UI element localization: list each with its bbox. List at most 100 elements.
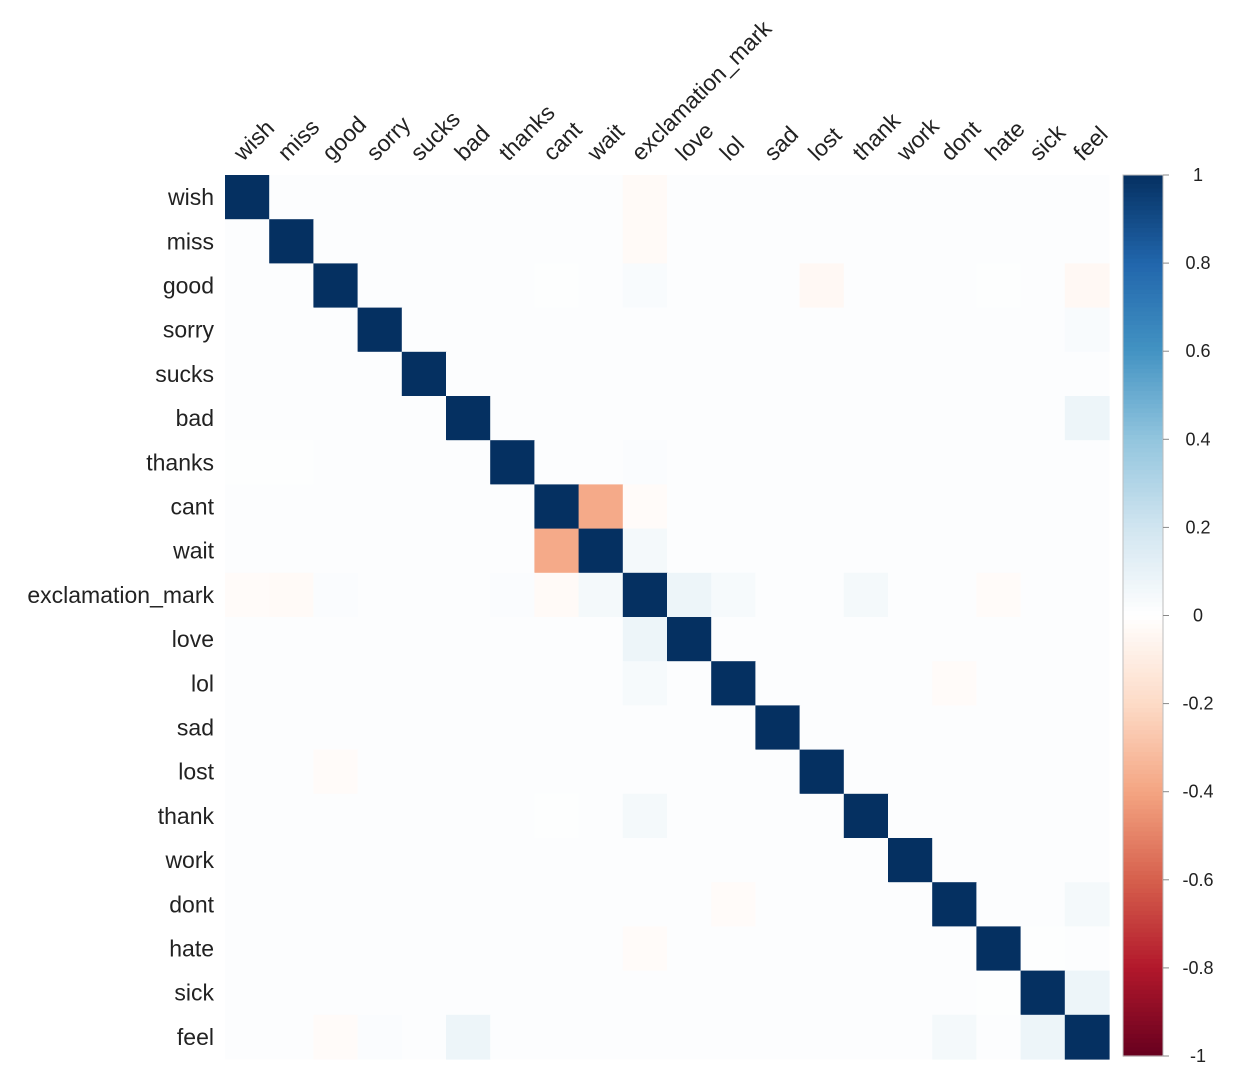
row-label-dont: dont [169, 891, 214, 917]
row-labels: wish miss good sorry sucks bad thanks cant wait e… [27, 184, 214, 1050]
cell-lol-wait [578, 661, 624, 706]
col-label-sorry: sorry [361, 111, 416, 166]
colorbar-segment [1123, 712, 1163, 718]
cell-sorry-exclamation_mark [622, 307, 668, 353]
cell-sad-cant [534, 705, 580, 751]
cell-good-exclamation_mark [622, 263, 668, 309]
colorbar-segment [1123, 915, 1163, 921]
cell-dont-thanks [490, 882, 535, 927]
cell-sucks-exclamation_mark [622, 351, 668, 397]
cell-hate-sick [1020, 926, 1066, 972]
cell-feel-miss [269, 1014, 314, 1060]
cell-love-sorry [357, 617, 403, 662]
col-label-lost: lost [803, 121, 847, 165]
colorbar-segment [1123, 448, 1163, 454]
cell-sad-lost [799, 705, 845, 751]
colorbar-segment [1123, 866, 1163, 872]
cell-sorry-bad [446, 307, 491, 353]
cell-dont-sucks [401, 882, 447, 927]
cell-dont-wish [225, 882, 270, 927]
cell-sucks-wait [578, 351, 624, 397]
cell-sad-love [667, 705, 712, 751]
cell-wait-work [888, 528, 933, 574]
colorbar-segment [1123, 500, 1163, 506]
colorbar-segment [1123, 483, 1163, 489]
cell-thanks-wish [225, 440, 270, 485]
cell-bad-sick [1020, 396, 1066, 441]
cell-wait-exclamation_mark [622, 528, 668, 574]
cell-wait-sick [1020, 528, 1066, 574]
colorbar-segment [1123, 840, 1163, 846]
cell-sucks-good [313, 351, 359, 397]
colorbar-segment [1123, 434, 1163, 440]
cell-hate-bad [446, 926, 491, 972]
cell-lol-feel [1064, 661, 1110, 706]
colorbar-segment [1123, 615, 1163, 621]
cell-wait-sorry [357, 528, 403, 574]
cell-hate-love [667, 926, 712, 972]
cell-feel-hate [976, 1014, 1022, 1060]
colorbar-segment [1123, 214, 1163, 220]
cell-love-work [888, 617, 933, 662]
colorbar-segment [1123, 699, 1163, 705]
cell-wish-wait [578, 175, 624, 220]
cell-wait-lost [799, 528, 845, 574]
colorbar-segment [1123, 998, 1163, 1004]
cell-thanks-bad [446, 440, 491, 485]
cell-dont-lol [711, 882, 756, 927]
cell-cant-thanks [490, 484, 535, 530]
colorbar-segment [1123, 725, 1163, 731]
cell-thank-sucks [401, 793, 447, 839]
colorbar-segment [1123, 888, 1163, 894]
cell-sad-miss [269, 705, 314, 751]
colorbar-segment [1123, 1007, 1163, 1013]
cell-lost-sorry [357, 749, 403, 795]
colorbar-segment [1123, 241, 1163, 247]
colorbar-segment [1123, 879, 1163, 885]
cell-cant-bad [446, 484, 491, 530]
row-label-work: work [164, 847, 214, 873]
cell-lost-good [313, 749, 359, 795]
cell-cant-sucks [401, 484, 447, 530]
colorbar-segment [1123, 333, 1163, 339]
cell-lol-sorry [357, 661, 403, 706]
cell-sad-bad [446, 705, 491, 751]
cell-love-feel [1064, 617, 1110, 662]
colorbar-segment [1123, 619, 1163, 625]
cell-wait-wait [578, 528, 624, 574]
colorbar-segment [1123, 628, 1163, 634]
colorbar-segment [1123, 804, 1163, 810]
cell-miss-hate [976, 219, 1022, 264]
cell-cant-lol [711, 484, 756, 530]
cell-good-thank [843, 263, 889, 309]
cell-lol-lost [799, 661, 845, 706]
col-label-sick: sick [1024, 119, 1071, 166]
cell-bad-sorry [357, 396, 403, 441]
cell-exclamation_mark-miss [269, 572, 314, 618]
cell-bad-lost [799, 396, 845, 441]
cell-sad-sorry [357, 705, 403, 751]
cell-work-bad [446, 838, 491, 883]
row-label-sick: sick [174, 980, 214, 1006]
cell-good-thanks [490, 263, 535, 309]
colorbar-segment [1123, 787, 1163, 793]
cell-lost-lol [711, 749, 756, 795]
cell-lol-hate [976, 661, 1022, 706]
cell-sucks-hate [976, 351, 1022, 397]
cell-sucks-thank [843, 351, 889, 397]
colorbar-segment [1123, 355, 1163, 361]
cell-exclamation_mark-work [888, 572, 933, 618]
colorbar-segment [1123, 285, 1163, 291]
colorbar-tick-label: -0.2 [1182, 694, 1213, 714]
cell-sick-dont [932, 970, 977, 1016]
cell-sucks-bad [446, 351, 491, 397]
colorbar-segment [1123, 249, 1163, 255]
cell-thank-thank [843, 793, 889, 839]
colorbar-segment [1123, 646, 1163, 652]
cell-lost-sad [755, 749, 801, 795]
colorbar-segment [1123, 452, 1163, 458]
cell-lost-feel [1064, 749, 1110, 795]
cell-sucks-miss [269, 351, 314, 397]
colorbar-segment [1123, 822, 1163, 828]
